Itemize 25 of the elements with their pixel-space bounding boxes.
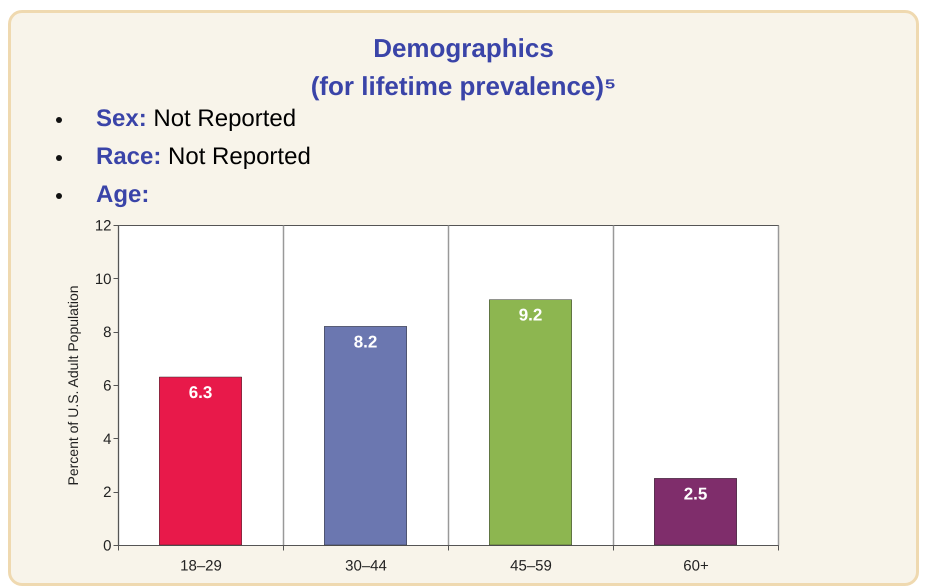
bar [159, 376, 242, 546]
x-tick-label: 60+ [683, 558, 709, 574]
x-tick-label: 45–59 [510, 558, 552, 574]
y-tick-label: 0 [103, 538, 112, 554]
bar [324, 326, 407, 546]
bar [489, 299, 572, 546]
y-tick-label: 4 [103, 430, 112, 448]
y-tick-label: 10 [94, 270, 112, 288]
y-tick-label: 8 [103, 324, 112, 342]
data-label: 9.2 [518, 306, 542, 325]
chart-subtitle: (for lifetime prevalence)⁵ [310, 71, 618, 102]
text: Age: [96, 181, 150, 208]
text: Race: Not Reported [95, 143, 311, 172]
x-tick-label: 30–44 [345, 558, 387, 574]
y-tick-label: 6 [103, 378, 112, 394]
data-label: 6.3 [188, 383, 212, 402]
y-axis-title: Percent of U.S. Adult Population [64, 285, 81, 486]
chart-title: Demographics [372, 33, 555, 64]
y-tick-label: 2 [103, 484, 112, 502]
data-label: 8.2 [354, 332, 378, 352]
x-tick-label: 18–29 [180, 558, 222, 574]
y-tick-label: 12 [94, 218, 112, 234]
text: Sex: Not Reported [95, 105, 298, 134]
bar [654, 478, 737, 546]
data-label: 2.5 [684, 484, 708, 504]
